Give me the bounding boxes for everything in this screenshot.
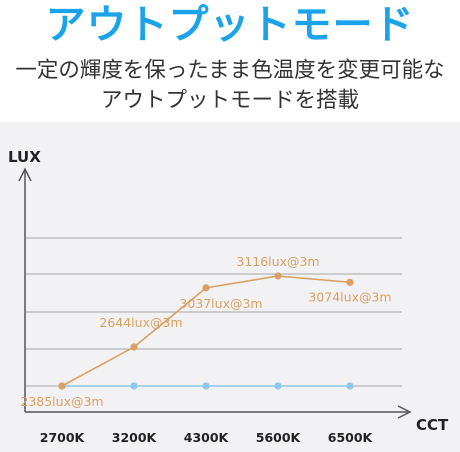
data-point-1 — [274, 382, 282, 390]
data-label: 3116lux@3m — [236, 254, 319, 269]
y-axis-arrow — [18, 167, 32, 182]
series-line-0 — [61, 275, 351, 387]
x-tick-label: 3200K — [112, 430, 158, 445]
data-point-0 — [130, 343, 138, 351]
y-axis-label: LUX — [8, 148, 41, 166]
x-axis-label: CCT — [416, 416, 449, 434]
x-tick-label: 6500K — [328, 430, 374, 445]
data-point-1 — [202, 382, 210, 390]
data-label: 3074lux@3m — [308, 289, 391, 304]
x-tick-label: 5600K — [256, 430, 302, 445]
x-tick-labels: 2700K 3200K 4300K 5600K 6500K — [40, 430, 374, 445]
data-point-0 — [346, 278, 354, 286]
subtitle-line-2: アウトプットモードを搭載 — [100, 88, 359, 113]
chart-background — [0, 122, 460, 452]
data-labels: 2385lux@3m 2644lux@3m 3037lux@3m 3116lux@3m… — [20, 254, 391, 409]
x-tick-label: 4300K — [184, 430, 230, 445]
series — [58, 272, 354, 390]
axes: LUX CCT — [8, 148, 449, 434]
data-point-1 — [130, 382, 138, 390]
page-title: アウトプットモード — [45, 2, 415, 48]
data-point-0 — [274, 272, 282, 280]
grid-lines — [25, 237, 402, 387]
data-label: 2644lux@3m — [99, 315, 182, 330]
subtitle-line-1: 一定の輝度を保ったまま色温度を変更可能な — [15, 58, 445, 83]
data-point-0 — [58, 382, 66, 390]
data-point-1 — [346, 382, 354, 390]
x-tick-label: 2700K — [40, 430, 86, 445]
x-axis-arrow — [397, 405, 412, 419]
data-point-0 — [202, 284, 210, 292]
data-label: 3037lux@3m — [179, 296, 262, 311]
data-label: 2385lux@3m — [20, 394, 103, 409]
